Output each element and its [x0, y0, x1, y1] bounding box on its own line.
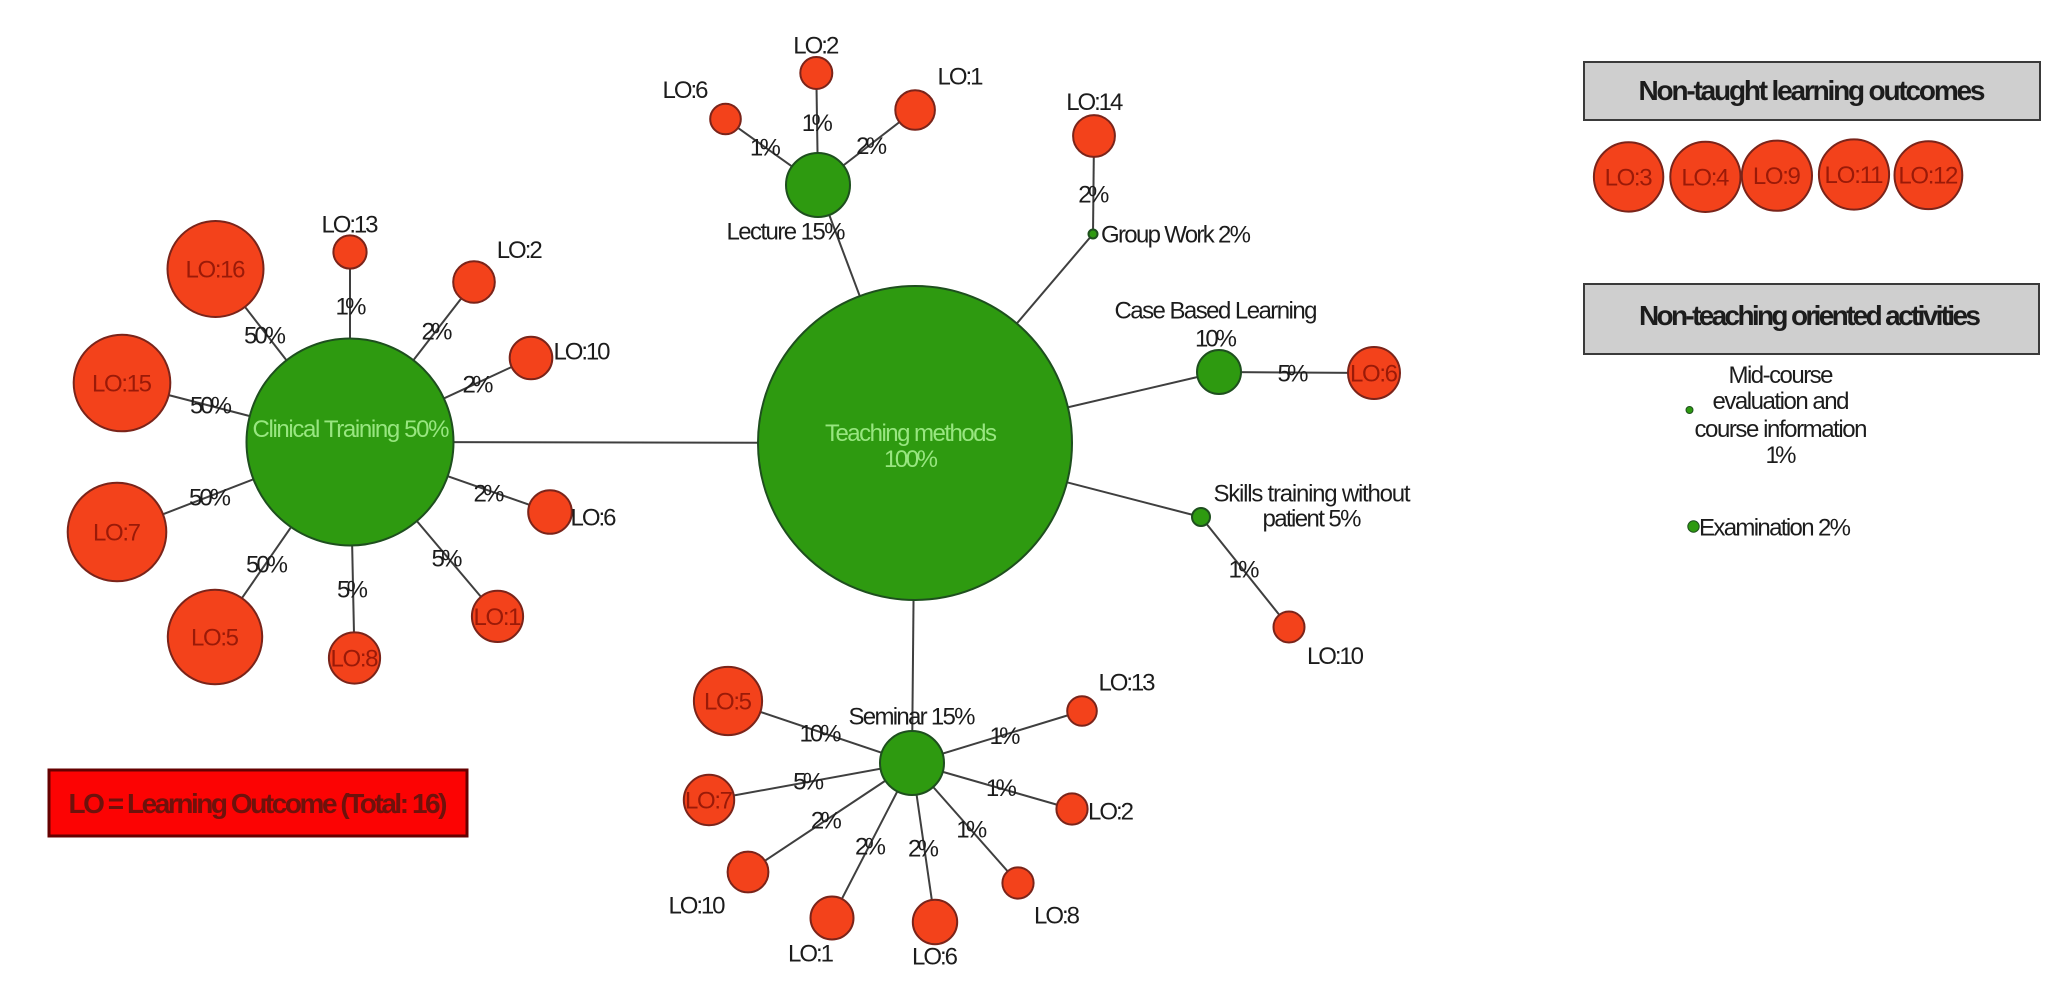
- svg-text:5%: 5%: [337, 577, 368, 604]
- svg-text:5%: 5%: [432, 546, 463, 573]
- svg-text:LO:1: LO:1: [788, 941, 834, 968]
- svg-text:LO:12: LO:12: [1898, 163, 1958, 190]
- svg-text:Non-teaching oriented activiti: Non-teaching oriented activities: [1639, 300, 1981, 331]
- svg-text:50%: 50%: [190, 393, 232, 420]
- svg-text:LO:2: LO:2: [497, 237, 543, 264]
- svg-text:LO:2: LO:2: [1088, 799, 1134, 826]
- svg-text:LO:10: LO:10: [669, 893, 726, 920]
- svg-text:Teaching methods: Teaching methods: [825, 420, 997, 447]
- svg-text:2%: 2%: [811, 808, 842, 835]
- svg-text:Mid-course: Mid-course: [1729, 362, 1834, 389]
- svg-text:LO:16: LO:16: [186, 257, 246, 284]
- svg-text:2%: 2%: [422, 319, 453, 346]
- svg-text:LO:11: LO:11: [1825, 162, 1884, 189]
- svg-text:1%: 1%: [1229, 557, 1260, 584]
- svg-text:Examination 2%: Examination 2%: [1699, 515, 1851, 542]
- svg-text:Group Work 2%: Group Work 2%: [1101, 222, 1251, 249]
- svg-text:evaluation and: evaluation and: [1713, 388, 1850, 415]
- svg-text:50%: 50%: [246, 552, 288, 579]
- svg-text:LO:6: LO:6: [663, 77, 709, 104]
- svg-text:10%: 10%: [1195, 326, 1237, 353]
- svg-text:LO = Learning Outcome (Total:: LO = Learning Outcome (Total: 16): [69, 788, 448, 819]
- svg-text:LO:9: LO:9: [1753, 163, 1801, 190]
- svg-text:LO:6: LO:6: [1350, 361, 1398, 388]
- svg-text:LO:13: LO:13: [322, 212, 379, 239]
- svg-text:LO:5: LO:5: [704, 689, 752, 716]
- svg-text:LO:1: LO:1: [938, 63, 984, 90]
- svg-text:LO:6: LO:6: [571, 505, 617, 532]
- svg-text:Skills training without: Skills training without: [1214, 481, 1411, 508]
- svg-text:50%: 50%: [189, 485, 231, 512]
- svg-text:1%: 1%: [750, 135, 781, 162]
- svg-text:50%: 50%: [244, 323, 286, 350]
- svg-text:5%: 5%: [1278, 361, 1309, 388]
- svg-text:LO:10: LO:10: [1307, 643, 1364, 670]
- svg-text:100%: 100%: [884, 446, 938, 473]
- svg-text:LO:6: LO:6: [912, 944, 958, 971]
- svg-text:1%: 1%: [956, 817, 987, 844]
- svg-text:LO:5: LO:5: [191, 625, 239, 652]
- svg-text:5%: 5%: [793, 769, 824, 796]
- svg-text:LO:10: LO:10: [554, 339, 611, 366]
- svg-text:2%: 2%: [856, 133, 887, 160]
- svg-text:1%: 1%: [1766, 442, 1797, 469]
- svg-text:1%: 1%: [336, 294, 367, 321]
- svg-text:Case Based Learning: Case Based Learning: [1115, 298, 1318, 325]
- svg-text:2%: 2%: [474, 481, 505, 508]
- svg-text:patient 5%: patient 5%: [1263, 506, 1362, 533]
- svg-text:Seminar 15%: Seminar 15%: [849, 704, 976, 731]
- svg-text:course information: course information: [1695, 416, 1868, 443]
- svg-text:LO:3: LO:3: [1605, 164, 1653, 191]
- svg-text:1%: 1%: [990, 723, 1021, 750]
- svg-text:LO:15: LO:15: [92, 371, 152, 398]
- svg-text:2%: 2%: [855, 834, 886, 861]
- svg-text:Lecture 15%: Lecture 15%: [727, 219, 846, 246]
- svg-text:Non-taught learning outcomes: Non-taught learning outcomes: [1639, 75, 1986, 106]
- svg-text:2%: 2%: [463, 372, 494, 399]
- svg-text:LO:7: LO:7: [685, 788, 733, 815]
- svg-text:Clinical Training 50%: Clinical Training 50%: [253, 416, 450, 443]
- svg-text:10%: 10%: [800, 721, 842, 748]
- svg-text:LO:14: LO:14: [1066, 89, 1123, 116]
- svg-text:LO:1: LO:1: [474, 604, 522, 631]
- svg-text:LO:2: LO:2: [793, 32, 839, 59]
- svg-text:1%: 1%: [802, 110, 833, 137]
- svg-text:LO:8: LO:8: [331, 646, 379, 673]
- svg-text:1%: 1%: [986, 775, 1017, 802]
- svg-text:LO:13: LO:13: [1099, 670, 1156, 697]
- svg-text:2%: 2%: [908, 836, 939, 863]
- svg-text:LO:7: LO:7: [93, 520, 141, 547]
- svg-text:LO:8: LO:8: [1034, 903, 1080, 930]
- svg-text:2%: 2%: [1078, 182, 1109, 209]
- svg-text:LO:4: LO:4: [1681, 164, 1729, 191]
